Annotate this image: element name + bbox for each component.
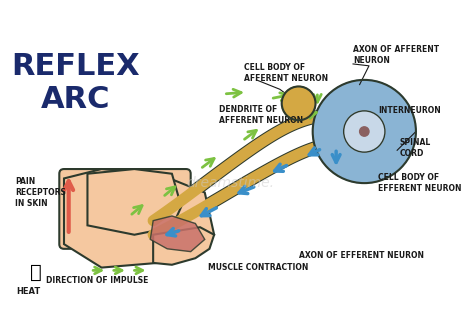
Text: 🔥: 🔥: [30, 263, 42, 282]
Text: AXON OF AFFERENT
NEURON: AXON OF AFFERENT NEURON: [353, 44, 439, 65]
Text: ARC: ARC: [40, 85, 110, 114]
Polygon shape: [153, 227, 214, 265]
Circle shape: [360, 127, 369, 136]
Circle shape: [282, 87, 316, 120]
Circle shape: [344, 111, 385, 152]
Text: dreamstime.: dreamstime.: [186, 176, 274, 190]
Text: MUSCLE CONTRACTION: MUSCLE CONTRACTION: [208, 263, 308, 272]
Polygon shape: [88, 169, 181, 235]
Text: CELL BODY OF
AFFERENT NEURON: CELL BODY OF AFFERENT NEURON: [244, 63, 328, 83]
Text: PAIN
RECEPTORS
IN SKIN: PAIN RECEPTORS IN SKIN: [15, 177, 66, 208]
Circle shape: [313, 80, 416, 183]
FancyBboxPatch shape: [59, 169, 191, 249]
Text: CELL BODY OF
EFFERENT NEURON: CELL BODY OF EFFERENT NEURON: [378, 173, 462, 193]
Text: AXON OF EFFERENT NEURON: AXON OF EFFERENT NEURON: [299, 251, 424, 260]
Text: HEAT: HEAT: [16, 286, 40, 295]
Text: INTERNEURON: INTERNEURON: [378, 106, 441, 115]
Text: DIRECTION OF IMPULSE: DIRECTION OF IMPULSE: [46, 276, 148, 285]
Text: DENDRITE OF
AFFERENT NEURON: DENDRITE OF AFFERENT NEURON: [219, 104, 303, 125]
Polygon shape: [64, 169, 214, 268]
Polygon shape: [150, 216, 205, 252]
Text: REFLEX: REFLEX: [11, 52, 139, 81]
Text: SPINAL
CORD: SPINAL CORD: [400, 138, 431, 159]
